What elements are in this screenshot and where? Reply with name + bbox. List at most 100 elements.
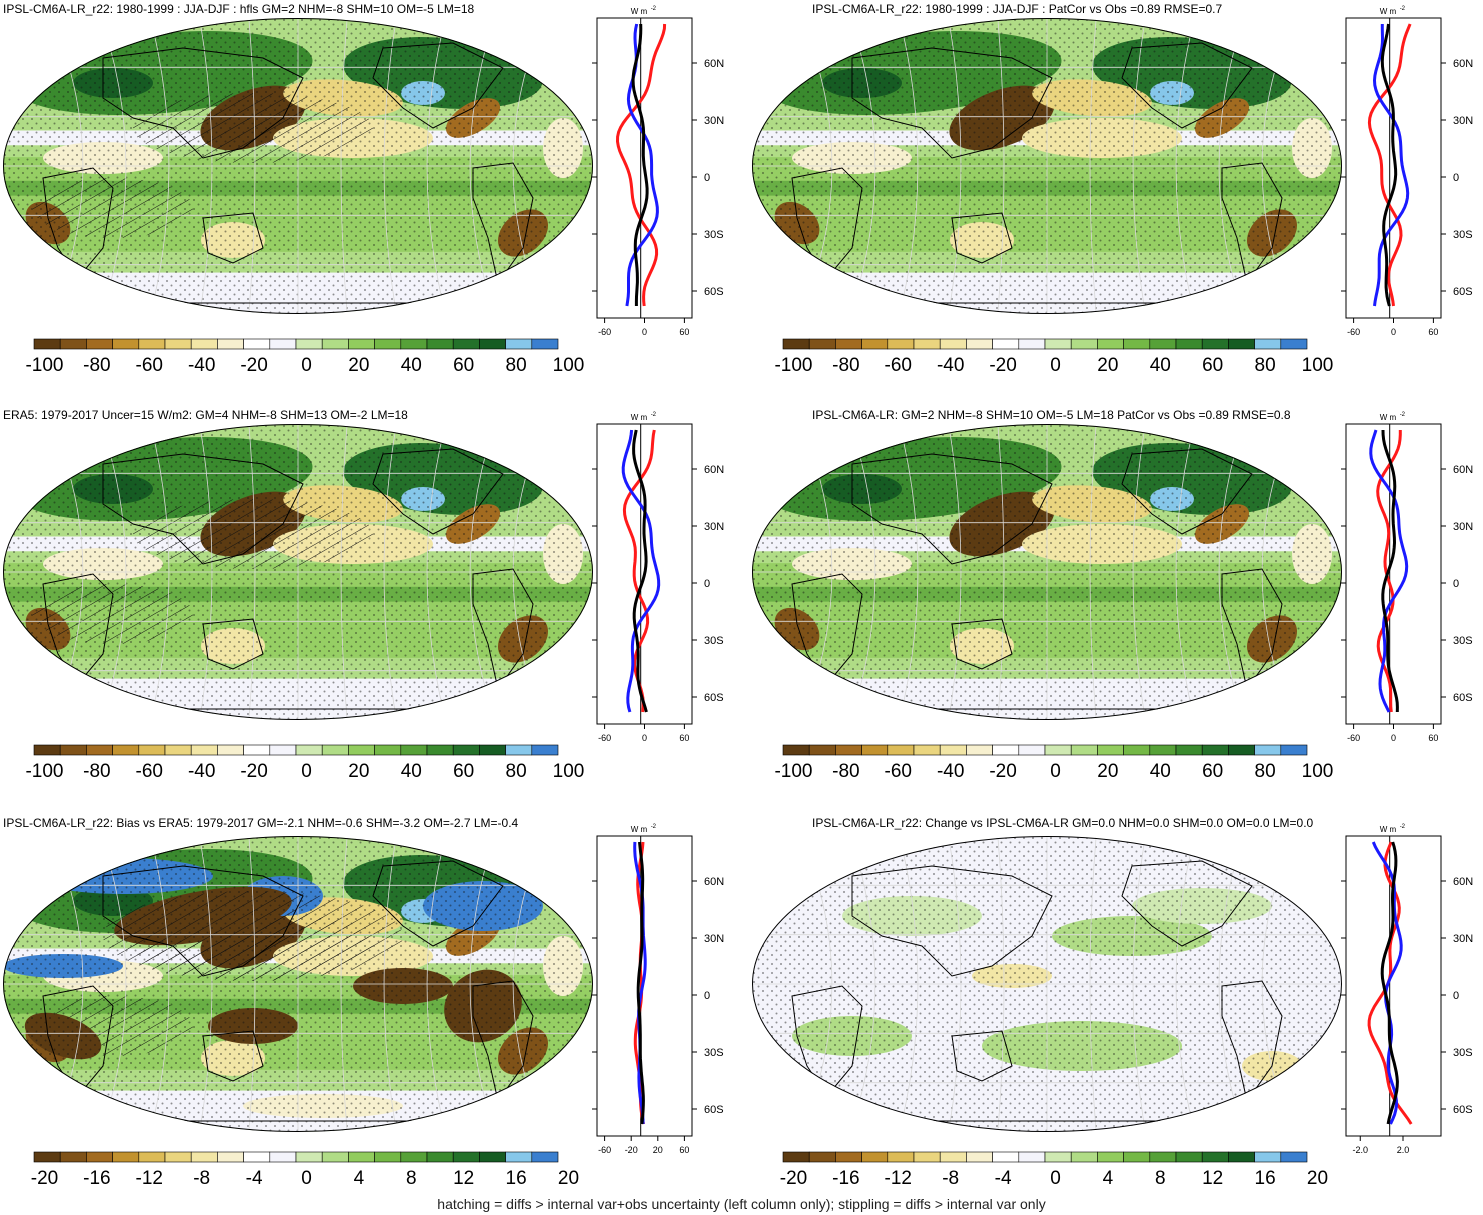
colorbar-label: 60 [1202, 355, 1223, 376]
colorbar-label: 40 [1150, 355, 1171, 376]
lat-label: 60N [704, 464, 724, 476]
longitude-gridline [1175, 836, 1195, 1132]
longitude-gridline [469, 424, 496, 720]
colorbar-swatch [217, 338, 244, 350]
figure-footer-note: hatching = diffs > internal var+obs unce… [437, 1196, 1046, 1212]
colorbar-swatch [452, 744, 480, 756]
colorbar-swatch [531, 744, 559, 756]
zonal-mean-profile-6: W m -2 60N 30N 0 30S 60S -2.0 2.0 [1341, 824, 1473, 1155]
continent-outline [42, 573, 114, 685]
zonal-mean-profile-2: W m -2 60N 30N 0 30S 60S -60 0 60 [1341, 6, 1473, 337]
continent-outline [791, 167, 863, 279]
lat-label: 60N [704, 58, 724, 70]
continent-outline [951, 212, 1013, 264]
colorbar-swatch [913, 338, 941, 350]
colorbar-swatch [243, 338, 271, 350]
longitude-gridline [1132, 424, 1146, 720]
longitude-gridline [383, 18, 397, 314]
colorbar-swatch [269, 1151, 297, 1163]
panel-title-6: IPSL-CM6A-LR_r22: Change vs IPSL-CM6A-LR… [812, 816, 1314, 830]
lat-label: 30S [704, 635, 724, 647]
colorbar-label: 12 [453, 1168, 474, 1189]
colorbar-swatch [939, 1151, 967, 1163]
robinson-map-panel-1 [3, 18, 593, 314]
colorbar-label: 20 [348, 355, 369, 376]
colorbar-label: -20 [31, 1168, 58, 1189]
lat-label: 30S [704, 1047, 724, 1059]
colorbar-swatch [1097, 1151, 1124, 1163]
colorbar-swatch [887, 744, 915, 756]
colorbar-swatch [782, 338, 810, 350]
profile-x-tick-label: 60 [679, 733, 689, 743]
lat-label: 60N [1453, 876, 1473, 888]
colorbar-swatch [966, 1151, 993, 1163]
colorbar-swatch [374, 1151, 402, 1163]
colorbar-swatch [1123, 1151, 1151, 1163]
colorbar-label: -100 [774, 355, 812, 376]
colorbar-swatch [374, 338, 402, 350]
colorbar-swatch [505, 338, 533, 350]
lat-label: 0 [1453, 990, 1459, 1002]
colorbar-label: -12 [885, 1168, 912, 1189]
colorbar-swatch [1175, 338, 1203, 350]
continent-outline [202, 618, 264, 670]
panel-title-2: IPSL-CM6A-LR_r22: 1980-1999 : JJA-DJF : … [812, 2, 1223, 16]
colorbar-swatch [321, 744, 349, 756]
colorbar-label: 40 [401, 355, 422, 376]
continent-outline [851, 453, 1053, 565]
continent-outline [372, 860, 504, 947]
colorbar-swatch [269, 744, 297, 756]
colorbar-swatch [861, 338, 889, 350]
profile-frame [596, 835, 693, 1137]
robinson-map-panel-5 [3, 836, 593, 1132]
longitude-gridline [150, 424, 170, 720]
colorbar-label: -60 [136, 761, 163, 782]
map-border [3, 18, 593, 314]
profile-unit-label: W m [631, 7, 648, 16]
continent-outline [1221, 162, 1283, 285]
colorbar-label: 100 [1302, 355, 1334, 376]
colorbar-swatch [1149, 1151, 1177, 1163]
colorbar-swatch [426, 338, 454, 350]
colorbar-label: -80 [83, 355, 110, 376]
profile-unit-label: W m [1380, 413, 1397, 422]
continent-outline [472, 568, 534, 691]
colorbar-swatch [1175, 1151, 1203, 1163]
colorbar-label: 80 [1255, 355, 1276, 376]
colorbar-swatch [939, 744, 967, 756]
profile-line-red [615, 23, 667, 307]
colorbar-swatch [348, 338, 375, 350]
colorbar-swatch [1070, 744, 1098, 756]
panel-title-3: ERA5: 1979-2017 Uncer=15 W/m2: GM=4 NHM=… [3, 408, 408, 422]
longitude-gridline [948, 18, 962, 314]
continent-outline [791, 985, 863, 1097]
longitude-gridline [899, 18, 919, 314]
colorbar-swatch [966, 338, 993, 350]
longitude-gridline [383, 836, 397, 1132]
colorbar-label: -80 [832, 761, 859, 782]
colorbar-label: -100 [25, 355, 63, 376]
colorbar-swatch [217, 1151, 244, 1163]
longitude-gridline [199, 836, 213, 1132]
colorbar-swatch [33, 338, 61, 350]
colorbar-label: 0 [1050, 1168, 1061, 1189]
colorbar-label: -20 [240, 355, 267, 376]
colorbar-label: 16 [506, 1168, 527, 1189]
continent-outline [472, 162, 534, 285]
colorbar-label: -40 [188, 761, 215, 782]
longitude-gridline [1089, 18, 1097, 314]
colorbar-label: 60 [453, 761, 474, 782]
longitude-gridline [1089, 836, 1097, 1132]
longitude-gridline [426, 836, 446, 1132]
colorbar-label: 60 [453, 355, 474, 376]
continent-outline [1121, 860, 1253, 947]
longitude-gridline [1218, 836, 1245, 1132]
profile-line-black [1380, 841, 1399, 1125]
colorbar-label: 16 [1255, 1168, 1276, 1189]
lat-label: 0 [1453, 172, 1459, 184]
colorbar-label: 40 [401, 761, 422, 782]
colorbar-label: -40 [188, 355, 215, 376]
colorbar-label: 0 [1050, 761, 1061, 782]
map-border [752, 836, 1342, 1132]
